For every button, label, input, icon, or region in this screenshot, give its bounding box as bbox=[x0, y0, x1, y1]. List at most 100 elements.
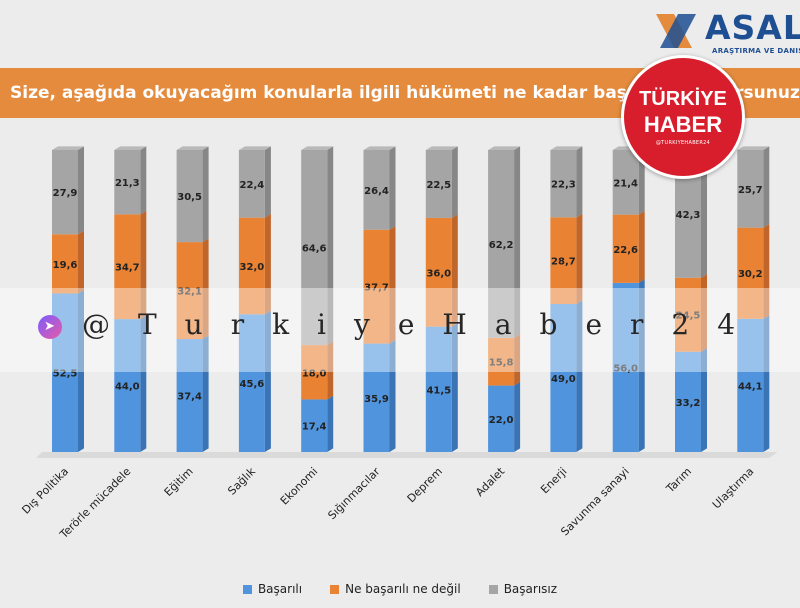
bar-top-11 bbox=[737, 146, 770, 150]
bar-2-4 bbox=[301, 150, 328, 346]
value-label-0-4: 17,4 bbox=[302, 422, 327, 433]
value-label-2-4: 64,6 bbox=[302, 244, 327, 255]
bar-2-2 bbox=[176, 150, 203, 243]
value-label-1-0: 19,6 bbox=[53, 260, 78, 271]
bar-2-1 bbox=[114, 150, 141, 215]
legend-swatch-orta bbox=[330, 584, 340, 594]
bar-0-10 bbox=[675, 351, 701, 452]
value-label-2-1: 21,3 bbox=[115, 178, 140, 189]
category-label-8: Enerji bbox=[538, 465, 569, 496]
bar-0-3 bbox=[238, 314, 265, 452]
value-label-0-0: 52,5 bbox=[53, 369, 78, 380]
category-label-4: Ekonomi bbox=[278, 465, 321, 508]
bar-top-5 bbox=[363, 146, 396, 150]
bar-1-2 bbox=[176, 242, 203, 340]
brand-subtitle: ARAŞTIRMA VE DANIŞMANLIK bbox=[712, 47, 800, 55]
bar-0-6 bbox=[425, 326, 452, 452]
bar-side-2-4 bbox=[327, 146, 334, 346]
value-label-1-5: 37,7 bbox=[364, 283, 389, 294]
bar-1-9 bbox=[612, 214, 639, 283]
value-label-2-6: 22,5 bbox=[426, 180, 451, 191]
chart-legend: Başarılı Ne başarılı ne değil Başarısız bbox=[0, 582, 800, 596]
bar-0-1 bbox=[114, 319, 141, 452]
chart-title: Size, aşağıda okuyacağım konularla ilgil… bbox=[10, 83, 800, 103]
legend-swatch-basarisiz bbox=[488, 584, 498, 594]
category-label-2: Eğitim bbox=[162, 465, 196, 499]
bar-2-7 bbox=[488, 150, 515, 338]
bar-2-0 bbox=[52, 150, 78, 235]
bar-top-2 bbox=[176, 146, 209, 150]
category-label-6: Deprem bbox=[405, 465, 445, 505]
value-label-1-2: 32,1 bbox=[177, 287, 202, 298]
category-label-5: Sığınmacılar bbox=[325, 465, 383, 523]
bar-side-1-10 bbox=[701, 274, 707, 352]
value-label-2-3: 22,4 bbox=[240, 180, 265, 191]
bar-top-8 bbox=[550, 146, 583, 150]
value-label-0-10: 33,2 bbox=[676, 398, 701, 409]
bar-side-2-3 bbox=[264, 146, 271, 218]
bar-side-0-10 bbox=[701, 348, 707, 452]
value-label-2-5: 26,4 bbox=[364, 186, 389, 197]
chart-floor bbox=[36, 452, 778, 458]
value-label-2-0: 27,9 bbox=[53, 188, 78, 199]
value-label-1-9: 22,6 bbox=[613, 245, 638, 256]
bar-1-0 bbox=[52, 234, 78, 294]
bar-side-2-8 bbox=[576, 146, 583, 218]
asal-logo-icon bbox=[652, 6, 800, 62]
bar-side-0-1 bbox=[140, 315, 147, 452]
value-label-1-8: 28,7 bbox=[551, 257, 576, 268]
bar-side-2-6 bbox=[451, 146, 458, 218]
bar-side-2-11 bbox=[763, 146, 770, 228]
value-label-1-11: 30,2 bbox=[738, 269, 763, 280]
bar-1-5 bbox=[363, 229, 390, 344]
category-label-0: Dış Politika bbox=[19, 465, 71, 517]
bar-side-0-9 bbox=[638, 279, 645, 452]
asal-mark-icon bbox=[656, 14, 696, 48]
legend-swatch-basarili bbox=[242, 584, 252, 594]
bar-side-1-0 bbox=[78, 230, 84, 294]
value-label-0-11: 44,1 bbox=[738, 381, 763, 392]
bar-2-8 bbox=[550, 150, 577, 218]
category-label-10: Tarım bbox=[663, 465, 694, 496]
bar-side-0-3 bbox=[264, 310, 271, 452]
value-label-2-10: 42,3 bbox=[676, 210, 701, 221]
value-label-0-1: 44,0 bbox=[115, 382, 140, 393]
bar-side-1-11 bbox=[763, 224, 770, 319]
bar-top-7 bbox=[488, 146, 521, 150]
bar-2-11 bbox=[737, 150, 764, 228]
value-label-2-9: 21,4 bbox=[613, 178, 638, 189]
bar-2-6 bbox=[425, 150, 452, 218]
telegram-icon: ➤ bbox=[38, 315, 62, 339]
bar-side-0-8 bbox=[576, 300, 583, 452]
badge-line-2: HABER bbox=[643, 112, 723, 137]
bar-0-8 bbox=[550, 304, 577, 452]
value-label-0-9: 56,0 bbox=[613, 363, 638, 374]
category-label-7: Adalet bbox=[473, 464, 508, 499]
brand-name: ASAL bbox=[705, 8, 800, 47]
bar-side-2-2 bbox=[202, 146, 209, 243]
bar-side-2-10 bbox=[701, 146, 707, 278]
legend-label-basarisiz: Başarısız bbox=[503, 582, 558, 596]
watermark-band bbox=[0, 288, 800, 372]
legend-item-orta: Ne başarılı ne değil bbox=[330, 582, 461, 596]
bar-top-4 bbox=[301, 146, 334, 150]
bar-0-11 bbox=[737, 318, 764, 452]
badge-line-1: TÜRKİYE bbox=[639, 88, 727, 110]
value-label-2-7: 62,2 bbox=[489, 240, 514, 251]
bar-1-11 bbox=[737, 227, 764, 319]
bar-side-0-7 bbox=[514, 381, 521, 452]
legend-item-basarili: Başarılı bbox=[242, 582, 302, 596]
legend-item-basarisiz: Başarısız bbox=[488, 582, 558, 596]
bar-side-1-9 bbox=[638, 211, 645, 283]
bar-side-0-4 bbox=[327, 395, 334, 452]
bar-2-5 bbox=[363, 150, 390, 230]
value-label-1-4: 18,0 bbox=[302, 368, 327, 379]
bar-side-1-6 bbox=[451, 214, 458, 327]
bar-1-3 bbox=[238, 217, 265, 315]
send-arrow-icon: ➤ bbox=[44, 319, 55, 334]
badge-handle: @TURKIYEHABER24 bbox=[655, 140, 711, 146]
value-label-1-7: 15,8 bbox=[489, 358, 514, 369]
bar-side-0-2 bbox=[202, 335, 209, 452]
value-label-0-3: 45,6 bbox=[240, 379, 265, 390]
